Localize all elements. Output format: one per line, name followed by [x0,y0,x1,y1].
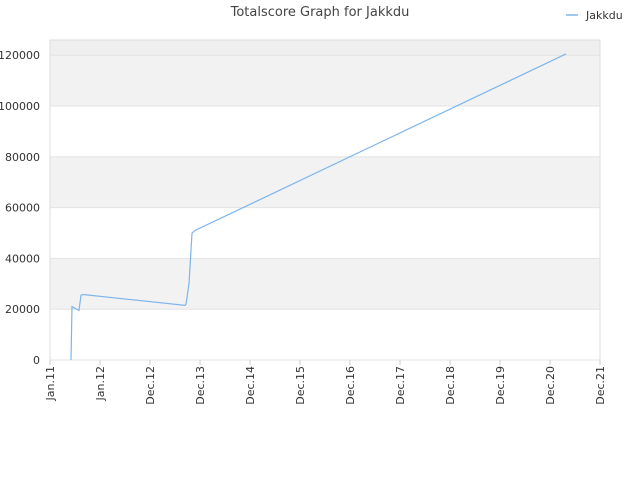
grid-band [50,156,600,208]
y-tick-label: 100000 [0,100,40,113]
grid-band [50,40,600,56]
x-tick-label: Dec.19 [494,366,507,405]
x-tick-label: Jan.11 [44,366,57,401]
y-tick-label: 60000 [5,202,40,215]
x-tick-label: Dec.16 [344,366,357,405]
grid-band [50,55,600,107]
y-tick-label: 0 [33,354,40,367]
x-tick-label: Dec.13 [194,366,207,405]
x-tick-label: Dec.15 [294,366,307,405]
x-tick-label: Dec.18 [444,366,457,405]
chart-title: Totalscore Graph for Jakkdu [230,5,410,20]
x-tick-label: Dec.14 [244,366,257,405]
x-tick-label: Dec.17 [394,366,407,405]
x-tick-label: Dec.21 [594,366,607,405]
x-tick-label: Dec.20 [544,366,557,405]
y-tick-label: 120000 [0,49,40,62]
grid-band [50,258,600,310]
x-tick-label: Jan.12 [94,366,107,401]
x-tick-label: Dec.12 [144,366,157,405]
y-tick-label: 40000 [5,252,40,265]
y-tick-label: 80000 [5,151,40,164]
y-tick-label: 20000 [5,303,40,316]
legend-label: Jakkdu [585,9,623,22]
line [70,53,567,361]
